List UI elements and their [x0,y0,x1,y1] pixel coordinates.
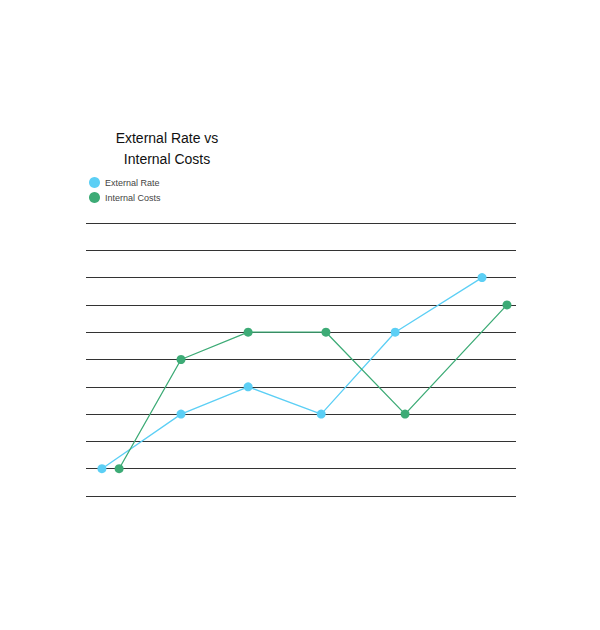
svg-text:External Rate vs: External Rate vs [116,130,219,146]
svg-text:Internal Costs: Internal Costs [124,151,210,167]
svg-text:External Rate: External Rate [105,178,160,188]
svg-text:Internal Costs: Internal Costs [105,193,161,203]
